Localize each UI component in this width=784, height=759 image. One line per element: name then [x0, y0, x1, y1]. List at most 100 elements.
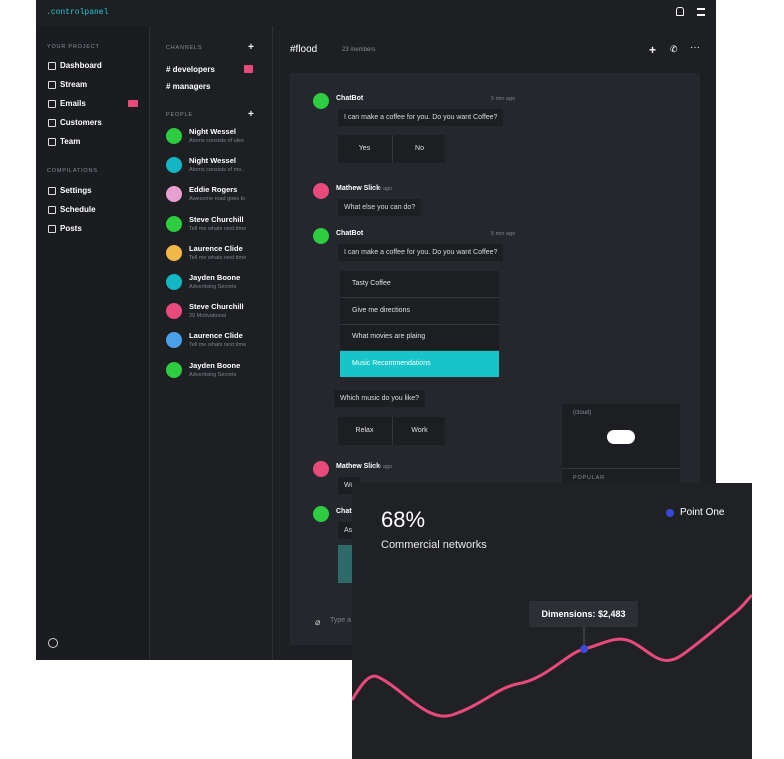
section-title: COMPILATIONS [47, 168, 98, 174]
channel[interactable]: # developers [166, 65, 215, 74]
nav-item[interactable]: Customers [60, 118, 102, 127]
nav-icon[interactable] [48, 138, 56, 146]
avatar[interactable] [166, 186, 182, 203]
more-button[interactable]: ··· [690, 42, 700, 53]
person-name[interactable]: Steve Churchill [189, 302, 244, 312]
channel[interactable]: # managers [166, 82, 211, 91]
timestamp: 5 min ago [368, 464, 393, 470]
reply-button[interactable]: Work [392, 417, 446, 445]
message: I can make a coffee for you. Do you want… [338, 109, 504, 126]
nav-item[interactable]: Team [60, 137, 81, 146]
avatar [313, 93, 329, 109]
person-name[interactable]: Steve Churchill [189, 214, 244, 224]
sidebar [36, 26, 150, 660]
button-group [338, 417, 445, 445]
attach-icon[interactable]: ⌀ [315, 617, 321, 627]
nav-icon[interactable] [48, 187, 56, 195]
menu-icon[interactable] [697, 8, 705, 16]
avatar[interactable] [166, 215, 182, 232]
person-name[interactable]: Laurence Clide [189, 243, 243, 253]
avatar [313, 461, 329, 477]
card-divider [562, 468, 680, 469]
author: ChatBot [336, 230, 364, 237]
image-thumb [338, 545, 352, 583]
person-status: Atoms consists of mo.. [189, 167, 245, 174]
channels-title: CHANNELS [166, 45, 203, 51]
avatar [313, 506, 329, 522]
card-section: POPULAR [573, 475, 605, 481]
timestamp: 5 min ago [368, 186, 393, 192]
nav-icon[interactable] [48, 62, 56, 70]
nav-icon[interactable] [48, 81, 56, 89]
settings-icon[interactable] [48, 638, 58, 648]
chart-value: 68% [381, 507, 426, 532]
author: ChatBot [336, 508, 364, 515]
author: ChatBot [336, 95, 364, 102]
option[interactable]: What movies are plaing [340, 324, 499, 351]
member-count: 23 members [342, 47, 376, 53]
nav-item[interactable]: Stream [60, 80, 88, 89]
brand: .controlpanel [46, 8, 109, 17]
nav-icon[interactable] [48, 119, 56, 127]
option[interactable]: Give me directions [340, 298, 499, 325]
person-status: Atoms consists of ules [189, 138, 244, 144]
call-button[interactable]: ✆ [670, 44, 678, 54]
reply-button[interactable]: No [392, 135, 446, 163]
bell-icon[interactable] [676, 7, 684, 16]
nav-item[interactable]: Schedule [60, 205, 96, 214]
chart-curve [352, 593, 752, 718]
nav-item[interactable]: Posts [60, 224, 82, 233]
reply-button[interactable]: Relax [355, 427, 374, 434]
person-name[interactable]: Jayden Boone [189, 360, 241, 370]
person-status: Tell me whats next time [189, 254, 247, 261]
avatar[interactable] [166, 332, 182, 349]
person-status: Tell me whats next time [189, 342, 247, 349]
chart-caption: Commercial networks [381, 539, 487, 551]
nav-item[interactable]: Emails [60, 99, 86, 108]
person-name[interactable]: Night Wessel [189, 127, 236, 136]
timestamp: 5 min ago [491, 96, 516, 102]
avatar[interactable] [166, 303, 182, 320]
reply-button[interactable]: Yes [358, 145, 371, 152]
nav-item[interactable]: Dashboard [60, 61, 102, 70]
person-name[interactable]: Jayden Boone [189, 273, 241, 282]
channel-name: #flood [290, 44, 318, 55]
timestamp: 5 min ago [491, 231, 516, 237]
person-status: Advertising Secrets [189, 371, 237, 378]
avatar [313, 228, 329, 244]
avatar [313, 183, 329, 199]
nav-item[interactable]: Settings [60, 186, 92, 195]
option[interactable]: Tasty Coffee [340, 271, 499, 298]
avatar[interactable] [166, 274, 182, 290]
message: What else you can do? [338, 199, 422, 216]
badge [128, 100, 138, 107]
nav-icon[interactable] [48, 225, 56, 233]
composer[interactable]: Type a [330, 617, 352, 624]
button-group [338, 135, 445, 163]
person-name[interactable]: Laurence Clide [189, 331, 243, 341]
person-status: Advertising Secrets [189, 284, 237, 290]
people-title: PEOPLE [166, 112, 193, 118]
option[interactable]: Music Recommendations [340, 350, 499, 377]
avatar[interactable] [166, 244, 182, 261]
tooltip-point [580, 645, 588, 653]
avatar[interactable] [166, 157, 182, 174]
card-label: (cloud) [573, 410, 592, 416]
weather-card [562, 404, 680, 484]
person-status: Tell me whats next time [189, 225, 247, 232]
cloud-icon [607, 430, 635, 444]
add-person[interactable]: + [248, 109, 254, 120]
section-title: YOUR PROJECT [47, 44, 100, 50]
add-button[interactable]: + [649, 43, 657, 57]
person-name[interactable]: Eddie Rogers [189, 185, 238, 195]
avatar[interactable] [166, 128, 182, 144]
avatar[interactable] [166, 361, 182, 378]
person-name[interactable]: Night Wessel [189, 156, 236, 166]
legend-dot [666, 509, 674, 517]
person-status: Awesome road goes to [189, 196, 246, 203]
nav-icon[interactable] [48, 206, 56, 214]
add-channel[interactable]: + [248, 42, 254, 53]
nav-icon[interactable] [48, 100, 56, 108]
author: Mathew Slick [336, 185, 380, 192]
author: Mathew Slick [336, 463, 380, 470]
